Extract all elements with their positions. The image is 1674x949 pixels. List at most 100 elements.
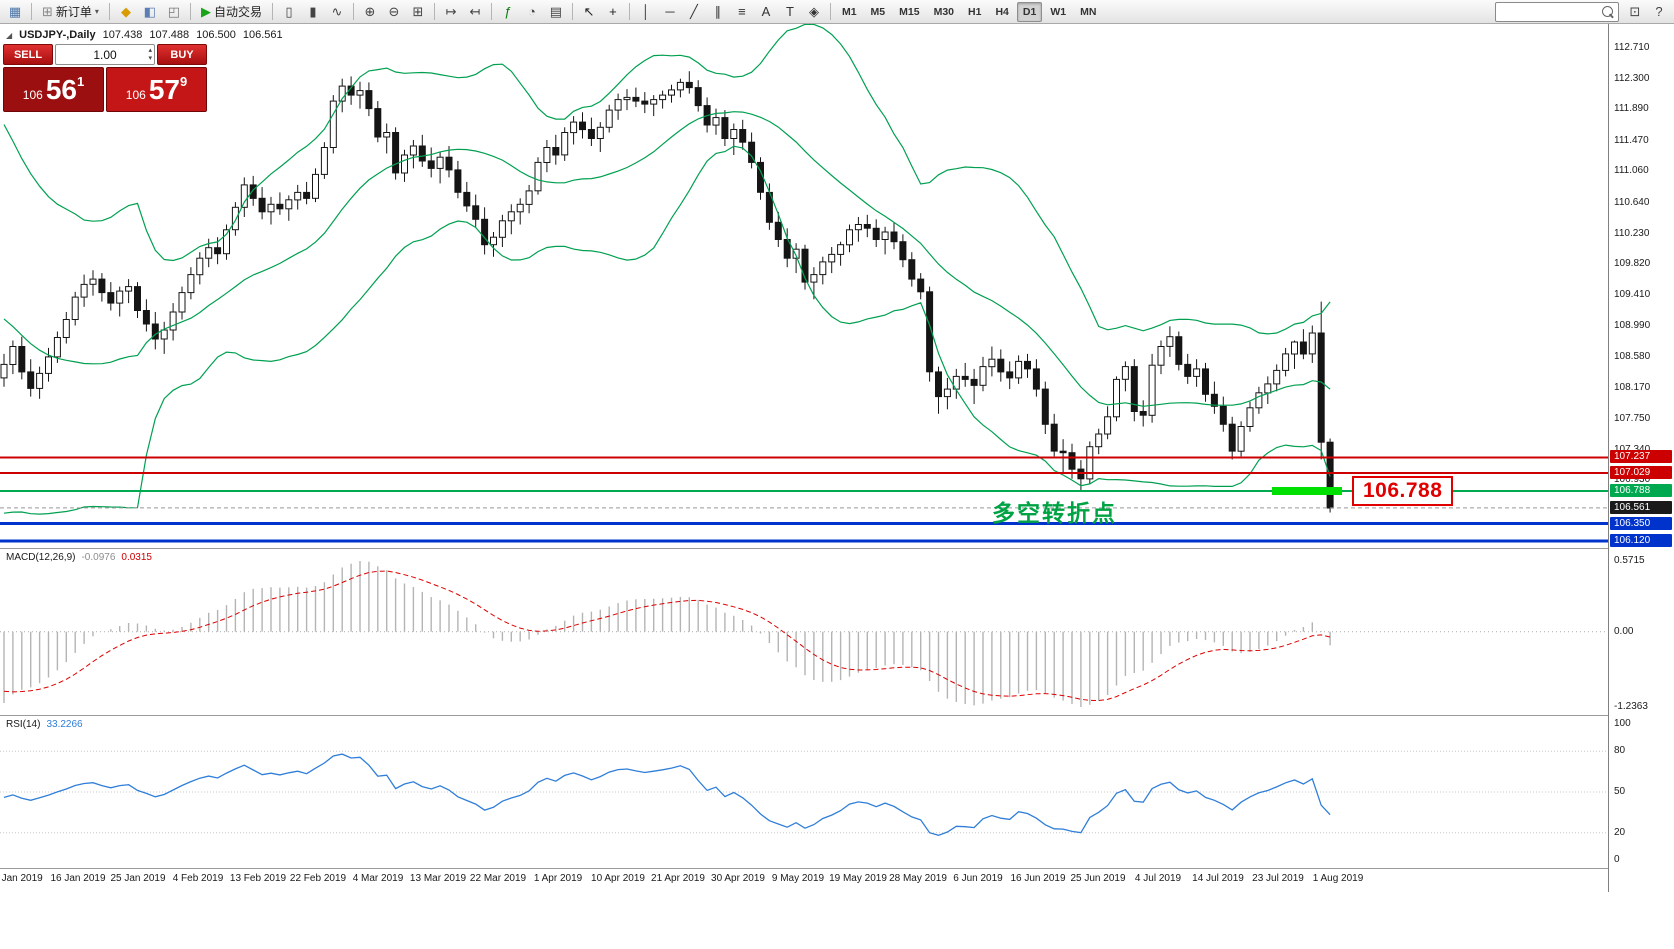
zoom-in-icon[interactable]: ⊕	[359, 1, 381, 23]
timeframe-m15[interactable]: M15	[899, 5, 920, 18]
time-axis[interactable]: 7 Jan 2019 16 Jan 2019 25 Jan 2019 4 Feb 20…	[0, 869, 1608, 891]
indicators-icon[interactable]: ƒ	[497, 1, 519, 23]
toolbar-separator	[433, 3, 435, 20]
chart-shift-icon[interactable]: ↤	[464, 1, 486, 23]
cursor-icon[interactable]: ↖	[578, 1, 600, 23]
x-axis-label: 13 Feb 2019	[229, 873, 287, 884]
periods-icon: ◔	[528, 4, 536, 19]
x-axis-label: 1 Apr 2019	[533, 873, 583, 884]
x-axis-label: 1 Aug 2019	[1312, 873, 1364, 884]
bar-chart-icon[interactable]: ▯	[278, 1, 300, 23]
x-axis-label: 6 Jun 2019	[953, 873, 1003, 884]
label-icon[interactable]: T	[779, 1, 801, 23]
price-tick: 106.930	[1614, 474, 1651, 486]
main-chart[interactable]	[0, 24, 1608, 548]
fibonacci-icon[interactable]: ≡	[731, 1, 753, 23]
auto-scroll-icon[interactable]: ↦	[440, 1, 462, 23]
lot-increase-button[interactable]: ▴	[148, 46, 152, 54]
macd-pane[interactable]	[0, 549, 1608, 715]
buy-button[interactable]: BUY	[157, 44, 207, 65]
new-order-button[interactable]: ⊞ 新订单 ▾	[37, 1, 104, 23]
data-window-icon[interactable]: ⊡	[1624, 1, 1646, 23]
crosshair-icon: +	[609, 4, 617, 19]
search-icon	[1602, 6, 1613, 17]
favorites-icon[interactable]: ◆	[115, 1, 137, 23]
lot-decrease-button[interactable]: ▾	[148, 54, 152, 62]
data-window-icon: ⊡	[1629, 4, 1641, 19]
x-axis-label: 13 Mar 2019	[409, 873, 467, 884]
chart-window-icon[interactable]: ▦	[4, 1, 26, 23]
ohlc-low: 106.500	[196, 29, 236, 41]
sell-price-display[interactable]: 106 56 1	[3, 67, 104, 112]
sell-button[interactable]: SELL	[3, 44, 53, 65]
x-axis-label: 19 May 2019	[829, 873, 887, 884]
horizontal-line-icon[interactable]: ─	[659, 1, 681, 23]
price-tag: 107.029	[1610, 465, 1672, 479]
lot-size-field[interactable]: 1.00 ▴ ▾	[55, 44, 155, 65]
panel-splitter[interactable]	[0, 715, 1674, 716]
x-axis-label: 4 Jul 2019	[1134, 873, 1182, 884]
rsi-pane[interactable]	[0, 716, 1608, 868]
toolbar-button-label: 自动交易	[213, 5, 262, 19]
buy-price-big: 57	[148, 73, 180, 105]
price-tick: 108.990	[1614, 320, 1651, 332]
timeframe-h4[interactable]: H4	[995, 5, 1009, 18]
alerts-icon[interactable]: ◰	[163, 1, 185, 23]
price-tick: 112.710	[1614, 42, 1650, 53]
crosshair-icon[interactable]: +	[602, 1, 624, 23]
trendline-icon[interactable]: ╱	[683, 1, 705, 23]
new-order-icon: ⊞	[42, 4, 53, 19]
x-axis-label: 22 Mar 2019	[469, 873, 527, 884]
price-tick: 109.410	[1614, 288, 1651, 300]
timeframe-h1[interactable]: H1	[968, 5, 982, 18]
chart-window: 112.710 112.300 111.890 111.470 111.060 110.6…	[0, 24, 1674, 949]
candlestick-icon[interactable]: ▮	[302, 1, 324, 23]
rsi-label: RSI(14) 33.2266	[6, 719, 83, 730]
rsi-scale-value: 0	[1614, 854, 1620, 865]
x-axis-label: 10 Apr 2019	[591, 873, 645, 884]
rsi-scale-value: 100	[1614, 718, 1631, 729]
toolbar-separator	[352, 3, 354, 20]
zoom-in-icon: ⊕	[364, 4, 376, 19]
line-chart-icon[interactable]: ∿	[326, 1, 348, 23]
ohlc-open: 107.438	[102, 29, 143, 41]
panel-splitter[interactable]	[0, 548, 1674, 549]
periods-icon[interactable]: ◔	[521, 1, 543, 23]
timeframe-m5[interactable]: M5	[870, 5, 886, 18]
price-axis[interactable]: 112.710 112.300 111.890 111.470 111.060 110.6…	[1608, 24, 1674, 892]
sell-price-big: 56	[45, 73, 77, 105]
symbol-search[interactable]	[1495, 1, 1619, 22]
x-axis-label: 25 Jun 2019	[1070, 873, 1126, 884]
search-input[interactable]	[1496, 5, 1602, 18]
buy-price-display[interactable]: 106 57 9	[106, 67, 207, 112]
tile-windows-icon[interactable]: ⊞	[407, 1, 429, 23]
cursor-icon: ↖	[583, 4, 595, 19]
timeframe-w1[interactable]: W1	[1050, 5, 1067, 18]
profile-icon[interactable]: ◧	[139, 1, 161, 23]
timeframe-buttons: M1 M5 M15 M30 H1 H4 D1 W1 MN	[835, 1, 1103, 22]
chart-icon: ◢	[6, 30, 13, 40]
templates-icon[interactable]: ▤	[545, 1, 567, 23]
timeframe-m30[interactable]: M30	[933, 5, 955, 18]
channel-icon[interactable]: ∥	[707, 1, 729, 23]
alerts-icon: ◰	[167, 4, 181, 19]
price-tick: 107.750	[1614, 413, 1651, 424]
panel-splitter[interactable]	[0, 868, 1674, 869]
timeframe-mn[interactable]: MN	[1080, 5, 1097, 18]
text-icon[interactable]: A	[755, 1, 777, 23]
zoom-out-icon[interactable]: ⊖	[383, 1, 405, 23]
help-icon[interactable]: ?	[1648, 1, 1670, 23]
autotrade-button[interactable]: ▶ 自动交易	[196, 1, 267, 23]
rsi-value: 33.2266	[46, 719, 83, 730]
toolbar-separator	[31, 3, 32, 20]
shapes-icon[interactable]: ◈	[803, 1, 825, 23]
timeframe-d1[interactable]: D1	[1016, 1, 1043, 22]
vertical-line-icon[interactable]: │	[635, 1, 657, 23]
label-icon: T	[785, 4, 794, 19]
vertical-line-icon: │	[641, 4, 651, 19]
dropdown-arrow-icon: ▾	[94, 7, 99, 16]
timeframe-m1[interactable]: M1	[841, 5, 857, 18]
rsi-scale-value: 50	[1614, 786, 1626, 797]
price-tick: 107.340	[1614, 443, 1651, 455]
price-tick: 110.230	[1614, 227, 1650, 239]
